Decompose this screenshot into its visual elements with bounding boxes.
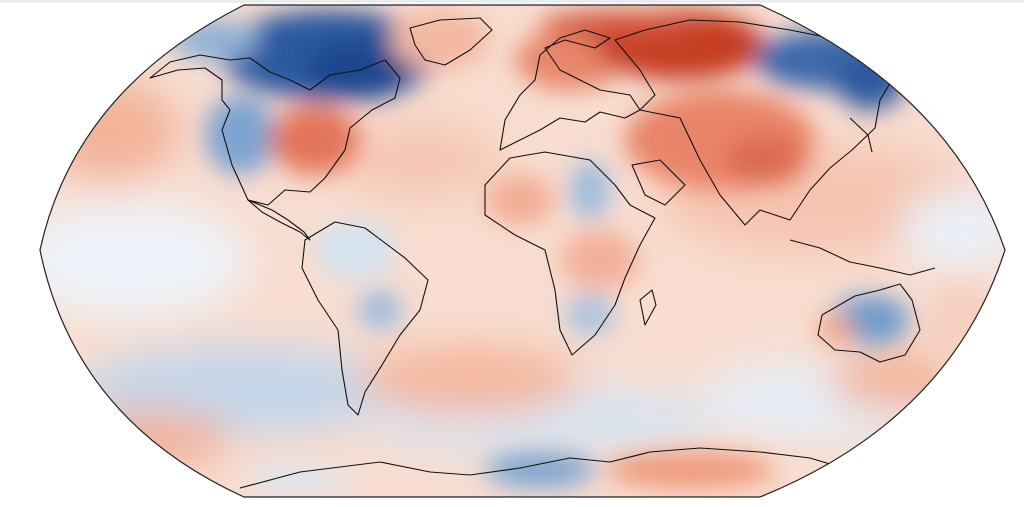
top-divider [0, 0, 1024, 3]
madagascar-coast [639, 289, 657, 326]
europe-coast [499, 29, 641, 151]
antarctica-coast [239, 447, 881, 491]
indonesia-coast [789, 239, 936, 276]
africa-coast [484, 151, 656, 356]
greenland-coast [409, 17, 493, 66]
asia-coast [614, 19, 896, 226]
north-america-coast [149, 54, 401, 206]
globe-outline [39, 4, 1006, 498]
central-america-coast [247, 199, 311, 241]
japan-coast [849, 117, 873, 153]
arabia-coast [631, 159, 686, 206]
australia-coast [817, 283, 921, 363]
south-america-coast [301, 221, 429, 416]
strong-anomaly-patches [170, 10, 995, 492]
